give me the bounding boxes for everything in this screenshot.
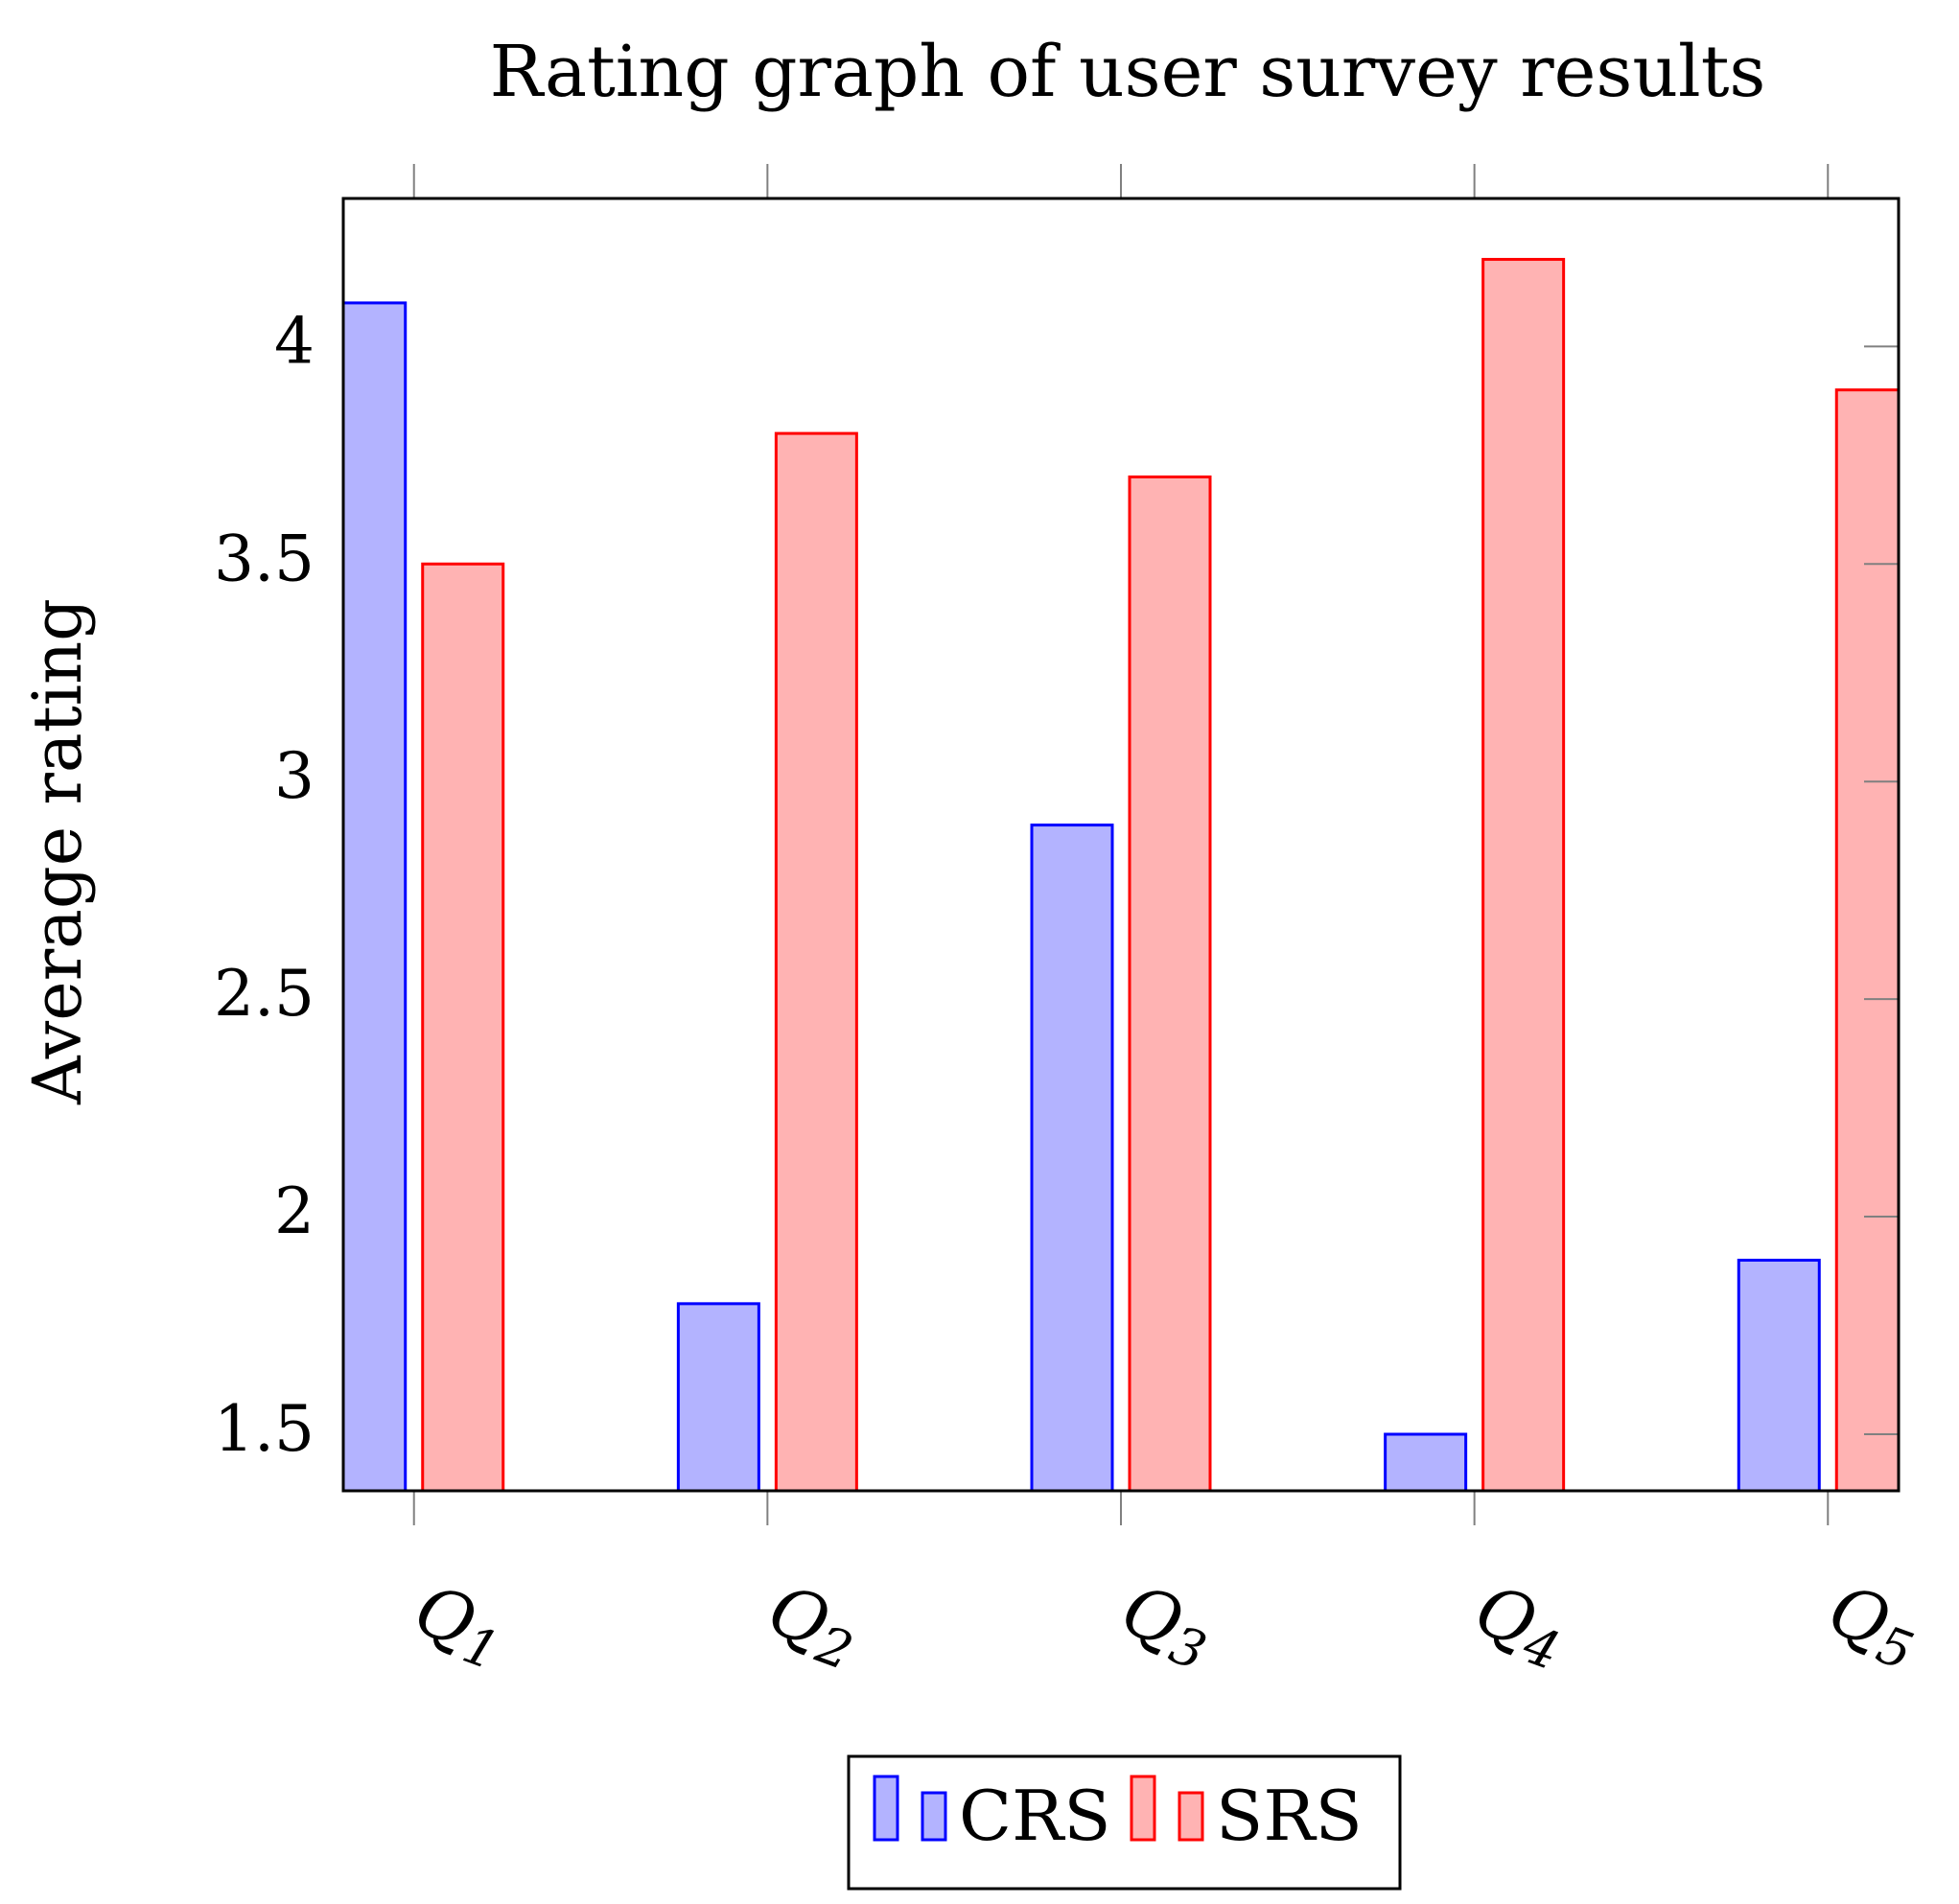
bar-crs-q1 (341, 301, 408, 1493)
legend-swatch-crs (921, 1791, 947, 1842)
legend-swatch-srs (1178, 1791, 1204, 1842)
bar-srs-q5 (1834, 388, 1901, 1493)
x-tick-label-q5: Q5 (1816, 1568, 1930, 1682)
legend: CRS SRS (847, 1754, 1402, 1891)
y-tick-label: 1.5 (214, 1392, 315, 1466)
legend-label-crs: CRS (959, 1776, 1111, 1856)
legend-label-srs: SRS (1216, 1776, 1363, 1856)
legend-swatch-crs (873, 1775, 899, 1842)
legend-entries: CRS SRS (873, 1775, 1363, 1856)
bar-crs-q2 (676, 1302, 760, 1493)
bar-crs-q5 (1737, 1258, 1821, 1493)
y-tick-label: 4 (274, 304, 315, 378)
x-tick-label-q3: Q3 (1109, 1568, 1224, 1682)
bar-crs-q4 (1384, 1432, 1468, 1493)
x-tick-labels: Q1 Q2 Q3 Q4 Q5 (402, 1568, 1930, 1682)
x-tick-label-q2: Q2 (756, 1568, 870, 1682)
bars-layer (341, 258, 1901, 1493)
plot-frame (341, 197, 1901, 1493)
y-tick-label: 2.5 (214, 957, 315, 1031)
y-tick-label: 3 (274, 739, 315, 813)
bar-srs-q1 (421, 562, 505, 1493)
y-tick-label: 2 (274, 1174, 315, 1248)
ticks-layer (412, 164, 1899, 1525)
legend-swatch-srs (1130, 1775, 1156, 1842)
y-tick-labels: 1.5 2 2.5 3 3.5 4 (214, 304, 315, 1466)
y-tick-label: 3.5 (214, 522, 315, 595)
y-axis-label: Average rating (18, 598, 97, 1105)
bar-srs-q4 (1481, 258, 1566, 1493)
bar-srs-q3 (1128, 475, 1212, 1493)
x-tick-label-q4: Q4 (1462, 1568, 1576, 1682)
bar-crs-q3 (1030, 824, 1114, 1493)
chart-title: Rating graph of user survey results (490, 31, 1766, 113)
bar-srs-q2 (774, 431, 858, 1493)
x-tick-label-q1: Q1 (402, 1568, 516, 1682)
